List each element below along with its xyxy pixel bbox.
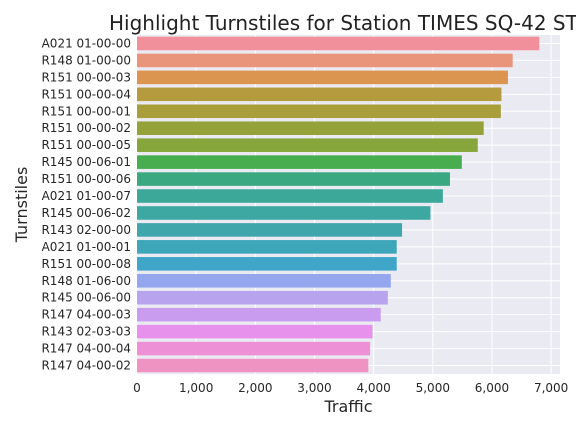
y-tick-label: A021 01-00-01 xyxy=(42,240,131,254)
y-tick-label: R145 00-06-00 xyxy=(41,291,131,305)
x-tick-label: 2,000 xyxy=(238,381,272,395)
y-tick-label: R151 00-00-08 xyxy=(41,257,131,271)
y-tick-label: R147 04-00-02 xyxy=(41,359,131,373)
y-tick-label: R151 00-00-01 xyxy=(41,104,131,118)
y-tick-labels: A021 01-00-00 R148 01-00-00 R151 00-00-03 R… xyxy=(41,36,131,372)
bars xyxy=(137,36,540,373)
y-tick-label: R147 04-00-03 xyxy=(41,308,131,322)
y-tick-label: R151 00-00-05 xyxy=(41,138,131,152)
x-tick-label: 6,000 xyxy=(475,381,509,395)
x-axis-label: Traffic xyxy=(323,397,372,416)
bar-a021-01-00-00 xyxy=(137,36,540,51)
bar-r145-00-06-02 xyxy=(137,206,431,220)
x-tick-label: 4,000 xyxy=(356,381,390,395)
x-tick-label: 7,000 xyxy=(534,381,568,395)
x-tick-label: 5,000 xyxy=(416,381,450,395)
y-tick-label: A021 01-00-00 xyxy=(42,36,131,50)
y-tick-label: R147 04-00-04 xyxy=(41,342,131,356)
y-tick-label: R145 00-06-02 xyxy=(41,206,131,220)
bar-r145-00-06-01 xyxy=(137,155,462,169)
bar-r151-00-00-06 xyxy=(137,172,450,186)
chart-title: Highlight Turnstiles for Station TIMES S… xyxy=(109,11,576,35)
bar-r151-00-00-02 xyxy=(137,121,484,136)
bar-r147-04-00-04 xyxy=(137,341,371,356)
bar-r151-00-00-04 xyxy=(137,87,502,102)
y-tick-label: R151 00-00-03 xyxy=(41,70,131,84)
bar-r145-00-06-00 xyxy=(137,290,388,305)
y-axis-label: Turnstiles xyxy=(12,167,31,244)
x-tick-labels: 0 1,000 2,000 3,000 4,000 5,000 6,000 7,000 xyxy=(133,381,568,395)
x-tick-label: 0 xyxy=(133,381,141,395)
bar-r148-01-06-00 xyxy=(137,273,391,288)
y-tick-label: A021 01-00-07 xyxy=(42,189,131,203)
bar-a021-01-00-07 xyxy=(137,189,443,203)
y-tick-label: R143 02-03-03 xyxy=(41,325,131,339)
x-tick-label: 3,000 xyxy=(297,381,331,395)
y-tick-label: R151 00-00-06 xyxy=(41,172,131,186)
y-tick-label: R151 00-00-02 xyxy=(41,121,131,135)
bar-r151-00-00-08 xyxy=(137,257,397,271)
plot-area xyxy=(137,35,560,374)
y-tick-label: R143 02-00-00 xyxy=(41,223,131,237)
y-tick-label: R151 00-00-04 xyxy=(41,87,131,101)
bar-r151-00-00-05 xyxy=(137,138,478,152)
bar-r147-04-00-03 xyxy=(137,307,381,322)
bar-r151-00-00-01 xyxy=(137,104,501,119)
bar-r143-02-03-03 xyxy=(137,324,373,339)
bar-a021-01-00-01 xyxy=(137,240,397,254)
bar-r148-01-00-00 xyxy=(137,53,513,68)
bar-r151-00-00-03 xyxy=(137,70,508,85)
x-tick-label: 1,000 xyxy=(179,381,213,395)
bar-r143-02-00-00 xyxy=(137,223,403,237)
y-tick-label: R148 01-00-00 xyxy=(41,53,131,67)
bar-r147-04-00-02 xyxy=(137,358,369,373)
y-tick-label: R145 00-06-01 xyxy=(41,155,131,169)
y-tick-label: R148 01-06-00 xyxy=(41,274,131,288)
